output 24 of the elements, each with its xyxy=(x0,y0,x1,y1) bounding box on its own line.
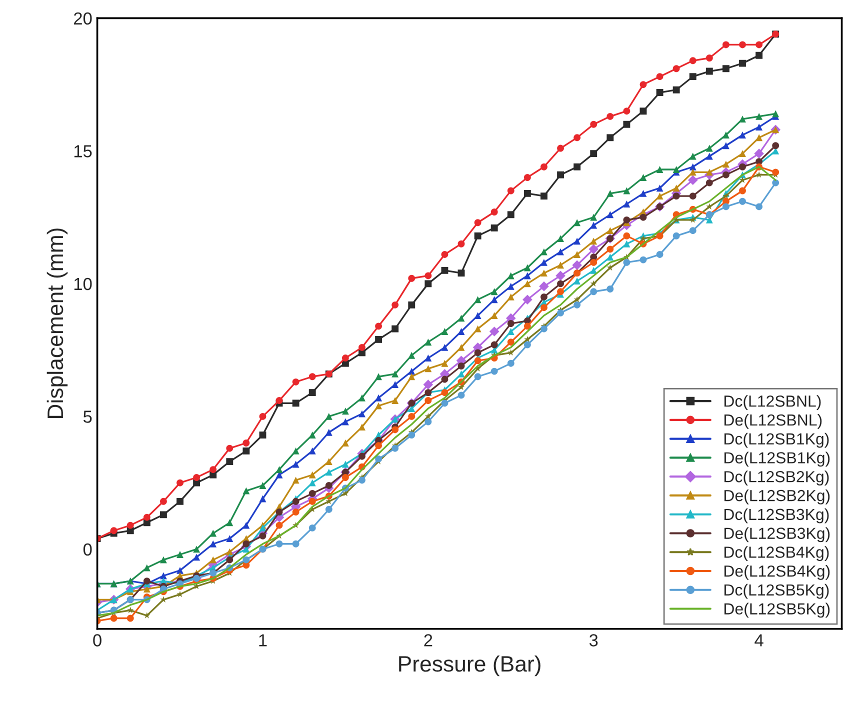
legend-label: De(L12SB2Kg) xyxy=(724,489,830,504)
x-tick-label: 2 xyxy=(424,634,432,646)
y-tick-label: 15 xyxy=(74,145,92,158)
y-tick-label: 10 xyxy=(74,278,92,290)
x-tick-label: 0 xyxy=(93,634,102,646)
x-tick-label: 3 xyxy=(589,634,598,646)
x-tick-label: 4 xyxy=(754,634,764,646)
legend-label: Dc(L12SB1Kg) xyxy=(724,432,829,448)
legend-label: Dc(L12SB3Kg) xyxy=(724,508,829,524)
y-axis-title: Displacement (mm) xyxy=(46,228,68,418)
legend-label: Dc(L12SB5Kg) xyxy=(724,584,829,599)
legend-label: De(L12SBNL) xyxy=(724,414,822,429)
legend-label: Dc(L12SBNL) xyxy=(724,395,821,410)
y-tick-label: 0 xyxy=(83,543,92,556)
legend-label: De(L12SB5Kg) xyxy=(724,602,830,618)
legend-label: De(L12SB4Kg) xyxy=(724,565,830,580)
legend-label: Dc(L12SB2Kg) xyxy=(724,470,829,486)
y-tick-label: 20 xyxy=(74,12,92,25)
legend-label: Dc(L12SB4Kg) xyxy=(724,546,829,562)
x-axis-title: Pressure (Bar) xyxy=(399,655,540,676)
y-tick-label: 5 xyxy=(83,410,92,423)
legend-label: De(L12SB1Kg) xyxy=(724,452,830,467)
x-tick-label: 1 xyxy=(259,634,267,646)
legend-label: De(L12SB3Kg) xyxy=(724,527,830,542)
